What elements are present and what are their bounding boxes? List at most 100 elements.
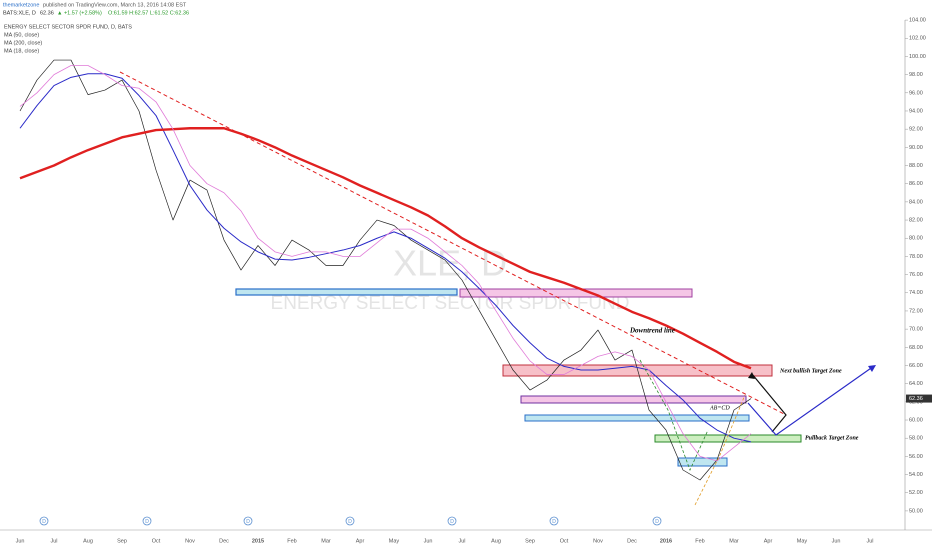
- watermark: XLE, D: [393, 243, 507, 284]
- y-tick-label: 78.00: [909, 254, 923, 260]
- downtrend-line: [119, 71, 787, 416]
- projection-arrow: [747, 365, 875, 436]
- series-line: [19, 73, 752, 443]
- y-tick-label: 50.00: [909, 508, 923, 514]
- x-tick-label: Sep: [525, 538, 535, 544]
- y-tick-label: 66.00: [909, 363, 923, 369]
- x-tick-label: Oct: [560, 538, 569, 544]
- y-tick-label: 94.00: [909, 108, 923, 114]
- dividend-label: D: [145, 519, 149, 525]
- x-tick-label: Mar: [729, 538, 739, 544]
- y-tick-label: 96.00: [909, 90, 923, 96]
- zone: [235, 288, 458, 296]
- y-tick-label: 74.00: [909, 290, 923, 296]
- published: published on TradingView.com, March 13, …: [43, 2, 187, 8]
- y-tick-label: 60.00: [909, 417, 923, 423]
- symbol: BATS:XLE, D: [3, 10, 36, 16]
- y-tick-label: 102.00: [909, 36, 926, 42]
- x-tick-label: May: [797, 538, 808, 544]
- y-tick-label: 84.00: [909, 199, 923, 205]
- annotation: Downtrend line: [629, 327, 675, 335]
- x-tick-label: Aug: [491, 538, 501, 544]
- dividend-label: D: [655, 519, 659, 525]
- x-tick-label: Jun: [832, 538, 841, 544]
- legend-entry: MA (50, close): [4, 32, 39, 38]
- author[interactable]: themarketzone: [3, 2, 39, 8]
- y-tick-label: 52.00: [909, 490, 923, 496]
- x-tick-label: Jul: [50, 538, 57, 544]
- x-tick-label: Nov: [185, 538, 195, 544]
- y-tick-label: 100.00: [909, 54, 926, 60]
- legend-entry: MA (200, close): [4, 40, 42, 46]
- zone: [520, 395, 747, 404]
- price-tag: [906, 394, 932, 403]
- y-tick-label: 56.00: [909, 454, 923, 460]
- x-tick-label: Feb: [287, 538, 296, 544]
- dividend-marker: [345, 516, 355, 526]
- dividend-marker: [243, 516, 253, 526]
- legend-entry: MA (18, close): [4, 48, 39, 54]
- annotation: Pullback Target Zone: [805, 435, 859, 441]
- y-tick-label: 88.00: [909, 163, 923, 169]
- ohlc: O:61.59 H:62.57 L:61.52 C:62.36: [108, 10, 189, 16]
- y-tick-label: 92.00: [909, 127, 923, 133]
- y-tick-label: 76.00: [909, 272, 923, 278]
- dividend-label: D: [42, 519, 46, 525]
- x-tick-label: Nov: [593, 538, 603, 544]
- dividend-label: D: [450, 519, 454, 525]
- x-tick-label: Aug: [83, 538, 93, 544]
- x-tick-label: Oct: [152, 538, 161, 544]
- zone: [677, 457, 728, 467]
- annotation: AB=CD: [709, 405, 730, 411]
- zone: [459, 288, 693, 298]
- arrow-head: [748, 372, 755, 379]
- x-tick-label: Dec: [219, 538, 229, 544]
- x-tick-label: Jul: [866, 538, 873, 544]
- series-group: [19, 59, 752, 481]
- dividend-marker: [447, 516, 457, 526]
- x-tick-label: 2015: [252, 538, 264, 544]
- change: ▲ +1.57 (+2.58%): [57, 10, 102, 16]
- y-tick-label: 82.00: [909, 218, 923, 224]
- x-tick-label: Feb: [695, 538, 704, 544]
- x-tick-label: May: [389, 538, 400, 544]
- x-tick-label: 2016: [660, 538, 672, 544]
- dividend-label: D: [348, 519, 352, 525]
- x-tick-label: Dec: [627, 538, 637, 544]
- y-tick-label: 70.00: [909, 327, 923, 333]
- y-tick-label: 68.00: [909, 345, 923, 351]
- dividend-marker: [549, 516, 559, 526]
- arrow-head: [868, 365, 876, 372]
- y-tick-label: 90.00: [909, 145, 923, 151]
- y-tick-label: 72.00: [909, 308, 923, 314]
- x-tick-label: Sep: [117, 538, 127, 544]
- dividend-label: D: [246, 519, 250, 525]
- y-tick-label: 98.00: [909, 72, 923, 78]
- x-tick-label: Jun: [424, 538, 433, 544]
- projection-arrow: [751, 373, 787, 433]
- annotation: Next bullish Target Zone: [779, 368, 842, 374]
- zone: [524, 414, 750, 422]
- series-line: [19, 127, 752, 370]
- dividend-marker: [39, 516, 49, 526]
- y-tick-label: 80.00: [909, 236, 923, 242]
- pattern-line: [694, 394, 746, 506]
- x-tick-label: Jul: [458, 538, 465, 544]
- x-tick-label: Mar: [321, 538, 331, 544]
- x-tick-label: Apr: [764, 538, 773, 544]
- x-tick-label: Apr: [356, 538, 365, 544]
- y-tick-label: 104.00: [909, 18, 926, 24]
- legend-entry: ENERGY SELECT SECTOR SPDR FUND, D, BATS: [4, 24, 132, 30]
- y-tick-label: 54.00: [909, 472, 923, 478]
- series-line: [19, 59, 752, 481]
- dividend-label: D: [552, 519, 556, 525]
- y-tick-label: 64.00: [909, 381, 923, 387]
- header-price: 62.36: [40, 10, 54, 16]
- y-tick-label: 86.00: [909, 181, 923, 187]
- price-tag-label: 62.36: [909, 396, 923, 402]
- dividend-marker: [142, 516, 152, 526]
- dividend-marker: [652, 516, 662, 526]
- x-tick-label: Jun: [16, 538, 25, 544]
